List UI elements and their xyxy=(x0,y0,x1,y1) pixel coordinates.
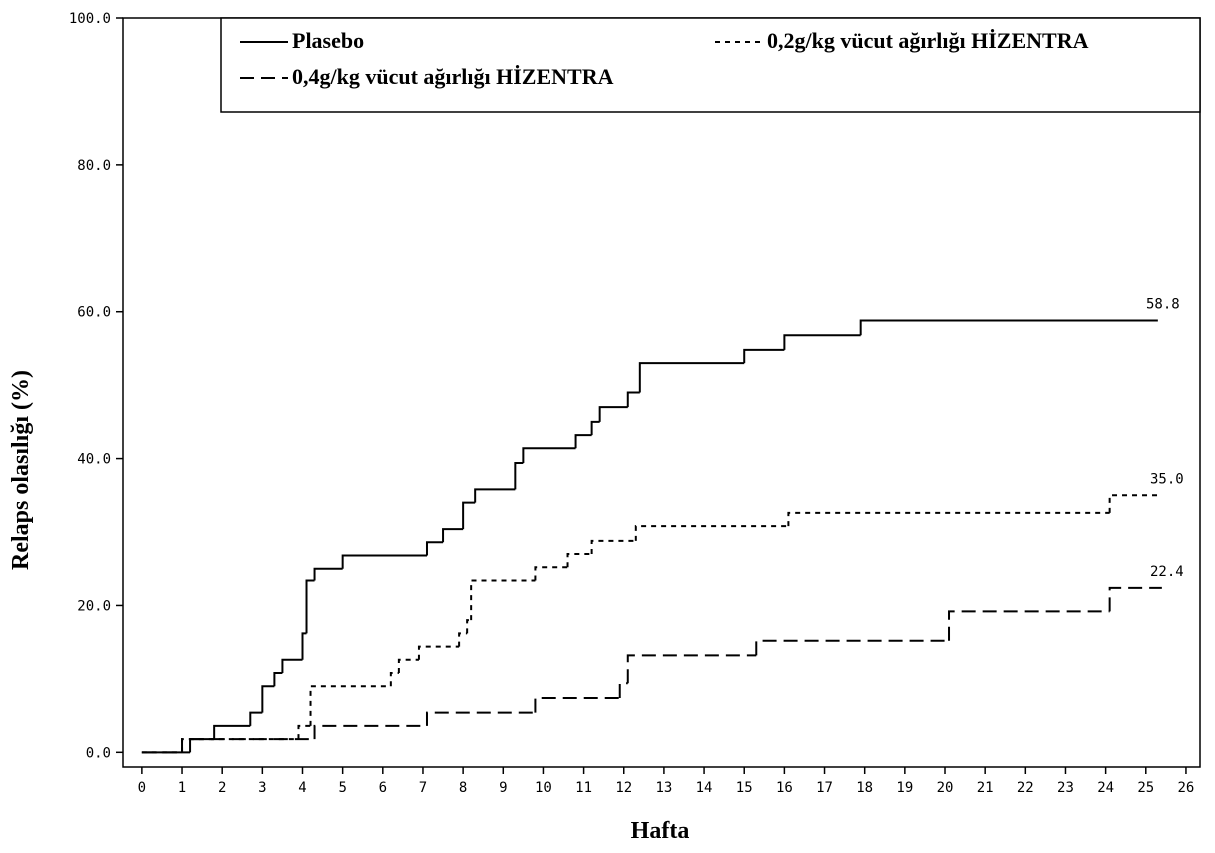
step-line xyxy=(590,539,636,555)
step-line xyxy=(181,738,315,753)
step-line xyxy=(273,672,283,687)
step-line xyxy=(590,420,600,436)
step-line xyxy=(189,738,215,753)
legend-box xyxy=(220,17,1201,113)
step-line xyxy=(474,488,516,503)
step-line xyxy=(534,696,620,713)
step-line xyxy=(417,645,460,660)
x-tick-label: 22 xyxy=(1017,780,1034,796)
x-tick-label: 3 xyxy=(258,780,266,796)
x-tick-label: 14 xyxy=(696,780,713,796)
step-line xyxy=(397,658,419,674)
step-line xyxy=(634,525,789,541)
step-line xyxy=(626,654,757,684)
step-line xyxy=(1108,586,1162,612)
step-line xyxy=(859,319,1158,336)
step-line xyxy=(301,632,307,660)
step-line xyxy=(341,554,427,569)
x-tick-label: 6 xyxy=(379,780,387,796)
x-tick-label: 11 xyxy=(575,780,592,796)
y-axis-label: Relaps olasılığı (%) xyxy=(8,370,34,570)
step-line xyxy=(626,391,640,408)
x-tick-label: 26 xyxy=(1178,780,1195,796)
step-line xyxy=(1108,494,1162,513)
y-tick-label: 80.0 xyxy=(77,158,111,174)
step-line xyxy=(574,434,592,449)
x-tick-label: 18 xyxy=(856,780,873,796)
legend-label: 0,4g/kg vücut ağırlığı HİZENTRA xyxy=(292,64,614,89)
step-line xyxy=(181,738,299,753)
step-line xyxy=(566,553,592,568)
step-line xyxy=(522,447,576,463)
value-label: 22.4 xyxy=(1150,564,1184,580)
legend-label: 0,2g/kg vücut ağırlığı HİZENTRA xyxy=(767,28,1089,53)
x-tick-label: 16 xyxy=(776,780,793,796)
step-line xyxy=(466,619,472,634)
x-tick-label: 1 xyxy=(178,780,186,796)
x-tick-label: 20 xyxy=(937,780,954,796)
step-line xyxy=(313,724,427,740)
step-line xyxy=(249,711,263,726)
x-tick-label: 7 xyxy=(419,780,427,796)
x-tick-label: 4 xyxy=(298,780,306,796)
step-line xyxy=(281,658,303,674)
x-tick-label: 5 xyxy=(338,780,346,796)
step-line xyxy=(787,511,1110,527)
step-line xyxy=(313,567,343,581)
x-tick-label: 23 xyxy=(1057,780,1074,796)
x-tick-label: 24 xyxy=(1097,780,1114,796)
x-tick-label: 25 xyxy=(1137,780,1154,796)
x-tick-label: 13 xyxy=(655,780,672,796)
step-line xyxy=(514,461,524,490)
step-line xyxy=(755,639,950,656)
step-line xyxy=(470,579,536,621)
x-tick-label: 9 xyxy=(499,780,507,796)
x-tick-label: 17 xyxy=(816,780,833,796)
y-tick-label: 20.0 xyxy=(77,598,111,614)
plot-frame xyxy=(122,17,1201,768)
x-axis-label: Hafta xyxy=(631,818,690,844)
value-label: 35.0 xyxy=(1150,471,1184,487)
x-tick-label: 12 xyxy=(615,780,632,796)
value-label: 58.8 xyxy=(1146,297,1180,313)
step-line xyxy=(425,711,536,726)
y-tick-label: 0.0 xyxy=(86,745,111,761)
y-tick-label: 40.0 xyxy=(77,452,111,468)
step-line xyxy=(743,348,785,364)
step-line xyxy=(309,685,391,726)
step-line xyxy=(389,672,399,687)
step-line xyxy=(425,541,444,556)
step-line xyxy=(948,610,1110,641)
y-tick-label: 100.0 xyxy=(69,11,111,27)
step-line xyxy=(534,566,568,581)
x-tick-label: 19 xyxy=(896,780,913,796)
x-tick-label: 21 xyxy=(977,780,994,796)
y-tick-label: 60.0 xyxy=(77,305,111,321)
step-line xyxy=(442,528,464,543)
step-line xyxy=(213,724,251,740)
step-line xyxy=(638,362,745,393)
step-line xyxy=(783,334,861,350)
step-line xyxy=(305,579,315,634)
x-tick-label: 10 xyxy=(535,780,552,796)
x-tick-label: 0 xyxy=(138,780,146,796)
x-tick-label: 8 xyxy=(459,780,467,796)
x-tick-label: 2 xyxy=(218,780,226,796)
step-line xyxy=(598,406,628,422)
x-tick-label: 15 xyxy=(736,780,753,796)
step-line xyxy=(618,682,628,698)
step-line xyxy=(458,632,468,647)
legend-label: Plasebo xyxy=(292,28,364,53)
step-line xyxy=(462,501,476,530)
step-line xyxy=(261,685,275,713)
step-line xyxy=(297,724,311,740)
